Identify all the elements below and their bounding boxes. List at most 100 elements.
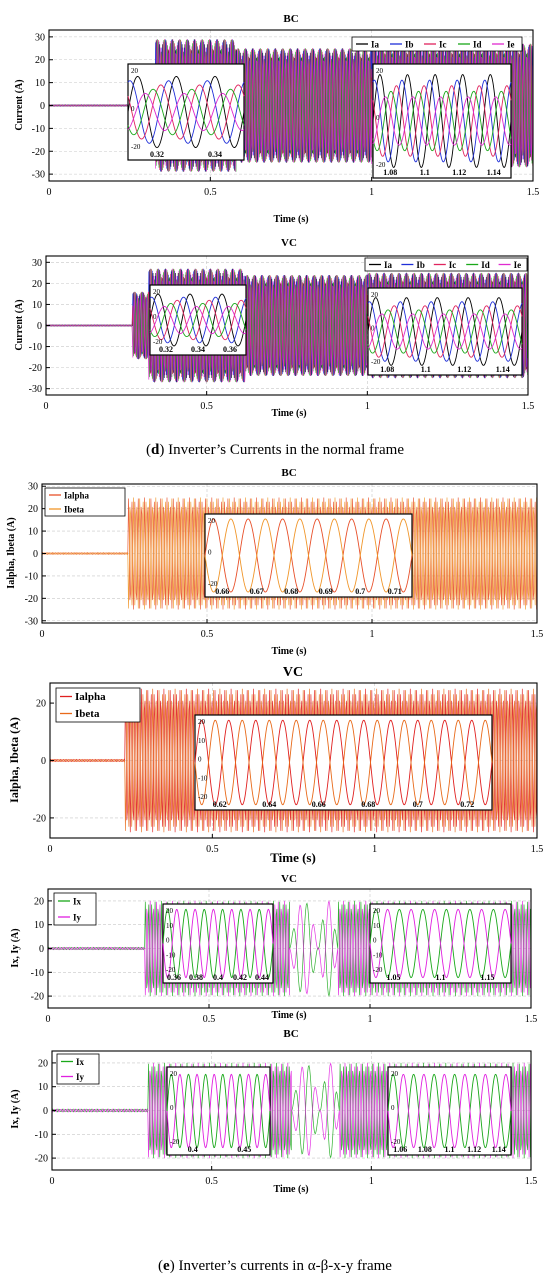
inset-series-ie [372, 96, 512, 146]
legend-label-ib: Ib [416, 260, 425, 270]
inset-x-tick-label: 1.1 [420, 168, 430, 177]
x-tick-label: 1.5 [531, 629, 544, 640]
y-tick-label: -10 [31, 968, 44, 979]
inset-y-tick-label: 0 [376, 114, 380, 122]
inset-series-ib [372, 79, 512, 163]
inset-series-ie [149, 306, 247, 334]
inset-1: 0.4 0.45 20 0 -20 [166, 1066, 271, 1156]
inset-x-tick-label: 0.7 [413, 800, 423, 809]
inset-x-tick-label: 1.12 [457, 365, 471, 374]
legend-box [53, 892, 97, 926]
y-axis-label: Ialpha, Ibeta (A) [7, 717, 21, 803]
y-tick-label: 30 [28, 482, 38, 493]
y-tick-label: -20 [32, 147, 45, 158]
y-tick-label: 20 [38, 1058, 48, 1069]
inset-series-ib [127, 80, 245, 144]
inset-y-tick-label: -20 [371, 358, 381, 366]
chart-title: VC [283, 665, 303, 680]
inset-series-ic [367, 305, 523, 358]
y-tick-label: -20 [31, 992, 44, 1003]
inset-x-tick-label: 1.1 [445, 1145, 455, 1154]
y-axis-label: Current (A) [14, 299, 25, 350]
inset-y-tick-label: 0 [153, 313, 157, 321]
inset-x-tick-label: 0.66 [312, 800, 326, 809]
inset-y-tick-label: 20 [373, 907, 381, 915]
legend-label-ix: Ix [76, 1057, 85, 1067]
y-tick-label: 20 [34, 896, 44, 907]
x-tick-label: 1 [368, 1014, 373, 1025]
x-tick-label: 0 [40, 629, 45, 640]
chart-title: BC [283, 1028, 298, 1040]
legend-label-ialpha: Ialpha [75, 691, 106, 703]
y-tick-label: 0 [37, 321, 42, 332]
x-tick-label: 0.5 [203, 1014, 216, 1025]
legend: Ix Iy [53, 892, 97, 926]
x-tick-label: 0 [48, 844, 53, 855]
y-tick-label: 10 [32, 300, 42, 311]
x-tick-label: 1 [365, 401, 370, 412]
inset-y-tick-label: 0 [208, 549, 212, 557]
inset-series-ib [149, 296, 247, 344]
legend-box [351, 36, 523, 52]
inset-2: 1.08 1.1 1.12 1.14 20 0 -20 [372, 63, 512, 179]
legend-label-ie: Ie [514, 260, 522, 270]
legend-box [364, 257, 528, 272]
chart-title: VC [281, 237, 297, 249]
inset-x-tick-label: 0.71 [388, 587, 402, 596]
inset-x-tick-label: 0.38 [189, 973, 203, 982]
inset-y-tick-label: -20 [198, 793, 208, 801]
legend: Ia Ib Ic Id Ie [364, 257, 528, 272]
inset-y-tick-label: 0 [373, 937, 377, 945]
x-tick-label: 1.5 [525, 1176, 538, 1187]
x-tick-label: 1.5 [525, 1014, 538, 1025]
inset-x-tick-label: 0.4 [188, 1145, 198, 1154]
inset-x-tick-label: 0.45 [237, 1145, 251, 1154]
inset-series-id [367, 309, 523, 354]
inset-series-ic [149, 299, 247, 341]
inset-series-ib [367, 301, 523, 362]
y-axis-label: Ialpha, Ibeta (A) [6, 517, 17, 588]
legend-label-ix: Ix [73, 897, 82, 907]
inset-y-tick-label: -20 [131, 143, 141, 151]
y-tick-label: -10 [35, 1130, 48, 1141]
chart-title: VC [281, 873, 297, 885]
chart-p4: 0 0.5 1 1.5 -20 0 20 VC Time (s) Ialpha, Ibeta (A… [7, 665, 543, 865]
y-tick-label: 20 [36, 699, 46, 710]
inset-x-tick-label: 1.14 [487, 168, 501, 177]
y-tick-label: -10 [29, 342, 42, 353]
legend-box [44, 487, 126, 517]
inset-x-tick-label: 1.06 [393, 1145, 407, 1154]
x-tick-label: 0 [44, 401, 49, 412]
x-tick-label: 1 [372, 844, 377, 855]
inset-series-id [127, 88, 245, 136]
inset-y-tick-label: 20 [391, 1070, 399, 1078]
inset-1: 0.62 0.64 0.66 0.68 0.7 0.72 20 10 0 -10 -20 [194, 714, 493, 811]
y-tick-label: 0 [33, 549, 38, 560]
legend-label-ibeta: Ibeta [64, 505, 84, 515]
inset-2: 1.08 1.1 1.12 1.14 20 0 -20 [367, 287, 523, 376]
y-tick-label: 0 [43, 1106, 48, 1117]
legend: Ialpha Ibeta [44, 487, 126, 517]
inset-x-tick-label: 0.68 [361, 800, 375, 809]
y-tick-label: 10 [38, 1082, 48, 1093]
inset-y-tick-label: 20 [208, 517, 216, 525]
inset-y-tick-label: -20 [208, 580, 218, 588]
inset-series-iy [387, 1073, 512, 1149]
inset-x-tick-label: 1.08 [418, 1145, 432, 1154]
inset-series-ibeta [204, 518, 413, 593]
inset-y-tick-label: 0 [166, 937, 170, 945]
inset-y-tick-label: 0 [131, 105, 135, 113]
y-tick-label: 0 [40, 101, 45, 112]
legend-label-ia: Ia [371, 40, 380, 50]
chart-title: BC [283, 13, 298, 25]
y-tick-label: -20 [35, 1154, 48, 1165]
legend-label-ialpha: Ialpha [64, 491, 90, 501]
inset-y-tick-label: -20 [391, 1138, 401, 1146]
inset-series-ia [372, 74, 512, 168]
inset-y-tick-label: 20 [198, 718, 206, 726]
y-tick-label: 0 [39, 944, 44, 955]
x-tick-label: 0.5 [200, 401, 213, 412]
x-axis-label: Time (s) [271, 1010, 306, 1021]
y-tick-label: 20 [28, 504, 38, 515]
